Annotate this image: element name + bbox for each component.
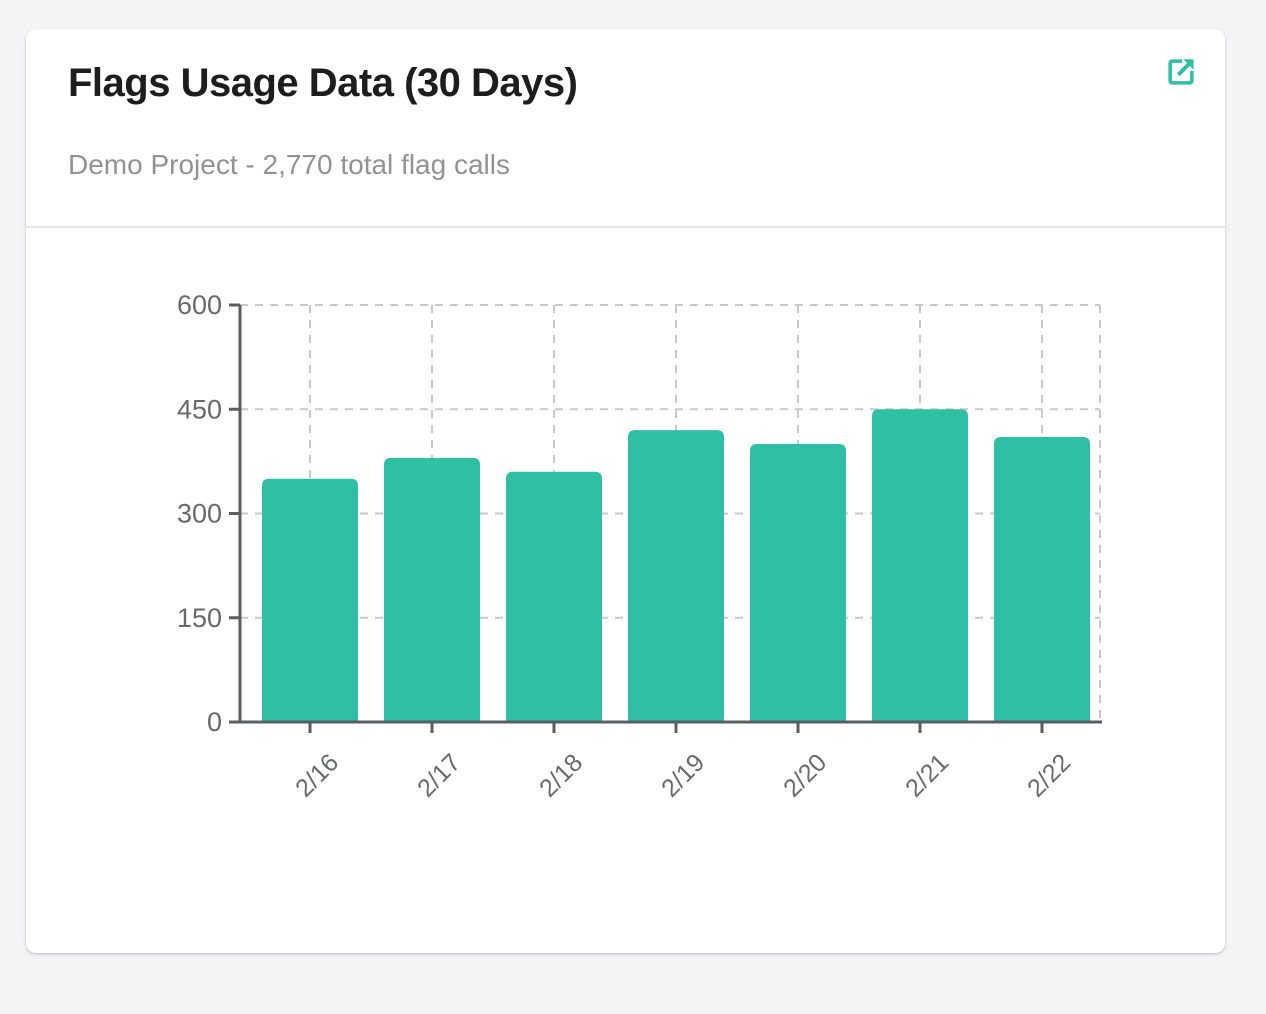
chart-area: 0 150 300 450 600 2/16 2/17 2/18 2/19 2/20 2/21 2/2… [26,228,1225,953]
x-tick-label: 2/20 [778,748,832,802]
y-tick-label: 0 [207,707,222,737]
x-tick-label: 2/17 [412,748,466,802]
bar-2/19[interactable] [628,430,724,722]
external-link-button[interactable] [1164,55,1198,89]
bar-2/16[interactable] [262,478,358,722]
y-tick-label: 150 [177,603,222,633]
card-subtitle: Demo Project - 2,770 total flag calls [68,149,510,180]
card-header: Flags Usage Data (30 Days) Demo Project … [26,29,1225,228]
external-link-icon [1168,59,1194,85]
bar-2/20[interactable] [750,444,846,722]
y-tick-label: 450 [177,394,222,424]
x-tick-label: 2/16 [290,748,344,802]
y-tick-label: 300 [177,499,222,529]
bar-2/18[interactable] [506,471,602,722]
y-tick-label: 600 [177,290,222,320]
x-tick-label: 2/21 [900,748,954,802]
card-title: Flags Usage Data (30 Days) [68,61,578,105]
x-tick-label: 2/19 [656,748,710,802]
flags-usage-card: Flags Usage Data (30 Days) Demo Project … [26,29,1225,953]
bar-2/22[interactable] [994,437,1090,722]
bar-2/21[interactable] [872,409,968,722]
flags-usage-bar-chart: 0 150 300 450 600 2/16 2/17 2/18 2/19 2/20 2/21 2/2… [177,290,1102,803]
bar-2/17[interactable] [384,457,480,722]
x-tick-label: 2/18 [534,748,588,802]
x-tick-label: 2/22 [1022,748,1076,802]
